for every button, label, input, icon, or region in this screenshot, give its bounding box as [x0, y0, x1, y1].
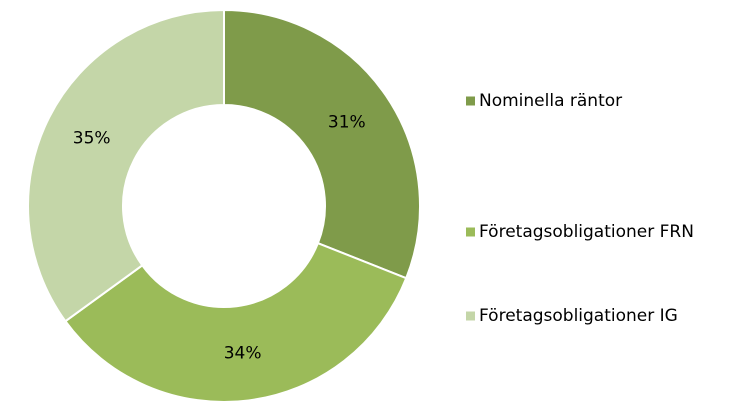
data-label: 34% [224, 343, 262, 363]
slice [64, 241, 408, 402]
legend-label: Nominella räntor [479, 91, 622, 111]
data-label: 31% [328, 113, 366, 133]
legend-swatch [466, 96, 475, 106]
slice [223, 8, 421, 280]
legend-label: Företagsobligationer FRN [479, 222, 694, 242]
legend-swatch [466, 227, 475, 237]
legend-label: Företagsobligationer IG [479, 306, 678, 326]
legend-swatch [466, 311, 475, 321]
data-label: 35% [73, 129, 111, 149]
slice [27, 8, 225, 323]
